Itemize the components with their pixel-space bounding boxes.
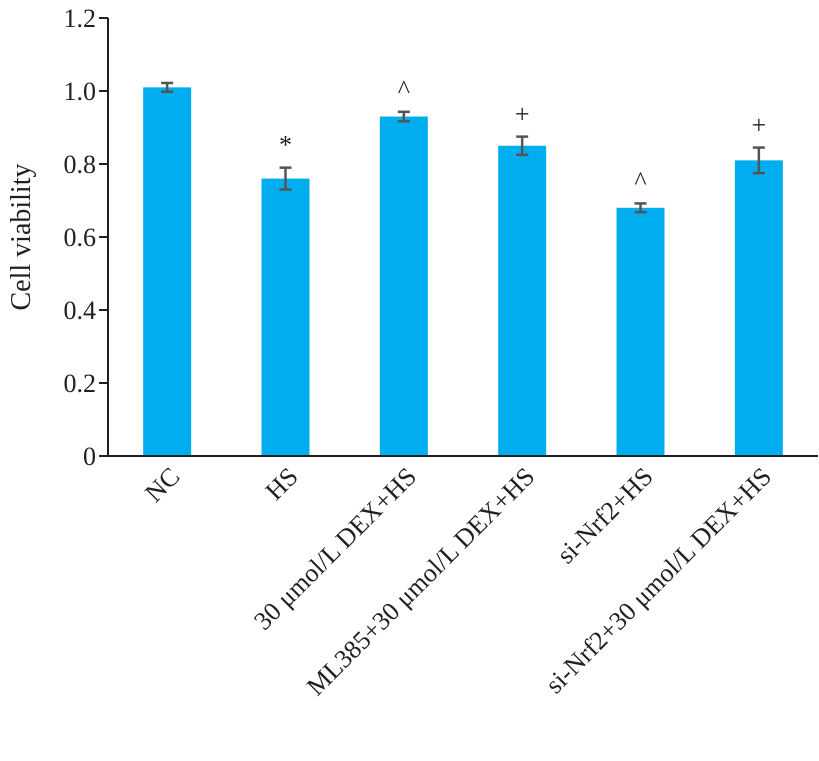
error-bars-layer [161,81,765,214]
y-axis-label: Cell viability [6,164,37,311]
y-tick-label: 0.2 [64,369,97,398]
significance-mark: + [751,111,766,140]
y-tick-label: 0.6 [64,223,97,252]
bars-layer [143,87,783,457]
y-tick-label: 0.8 [64,150,97,179]
y-tick-label: 0 [83,442,96,471]
error-bar [516,135,529,157]
bar [379,116,428,457]
bar [143,87,192,456]
axes-layer [107,18,818,457]
x-tick-label: NC [139,462,185,508]
bar [498,145,547,456]
significance-mark: * [279,131,292,160]
error-bar [397,110,410,123]
error-bar [634,202,647,214]
y-tick-label: 0.4 [64,296,97,325]
annotations-layer: * ^ + ^ + [279,75,766,196]
significance-mark: ^ [634,166,646,195]
bar [734,160,783,456]
y-tick-label: 1.2 [64,4,97,33]
y-ticks-layer: 0 0.2 0.4 0.6 0.8 1.0 1.2 [64,4,108,471]
error-bar [752,146,765,175]
x-tick-label: si-Nrf2+HS [551,462,658,569]
x-tick-label: si-Nrf2+30 μmol/L DEX+HS [540,462,777,699]
significance-mark: ^ [398,75,410,104]
significance-mark: + [515,100,530,129]
error-bar [279,166,292,191]
y-tick-label: 1.0 [64,77,97,106]
x-tick-label: ML385+30 μmol/L DEX+HS [301,462,540,701]
bar [261,178,310,456]
error-bar [161,81,174,93]
bar [616,207,665,456]
x-tick-label: HS [260,462,304,506]
